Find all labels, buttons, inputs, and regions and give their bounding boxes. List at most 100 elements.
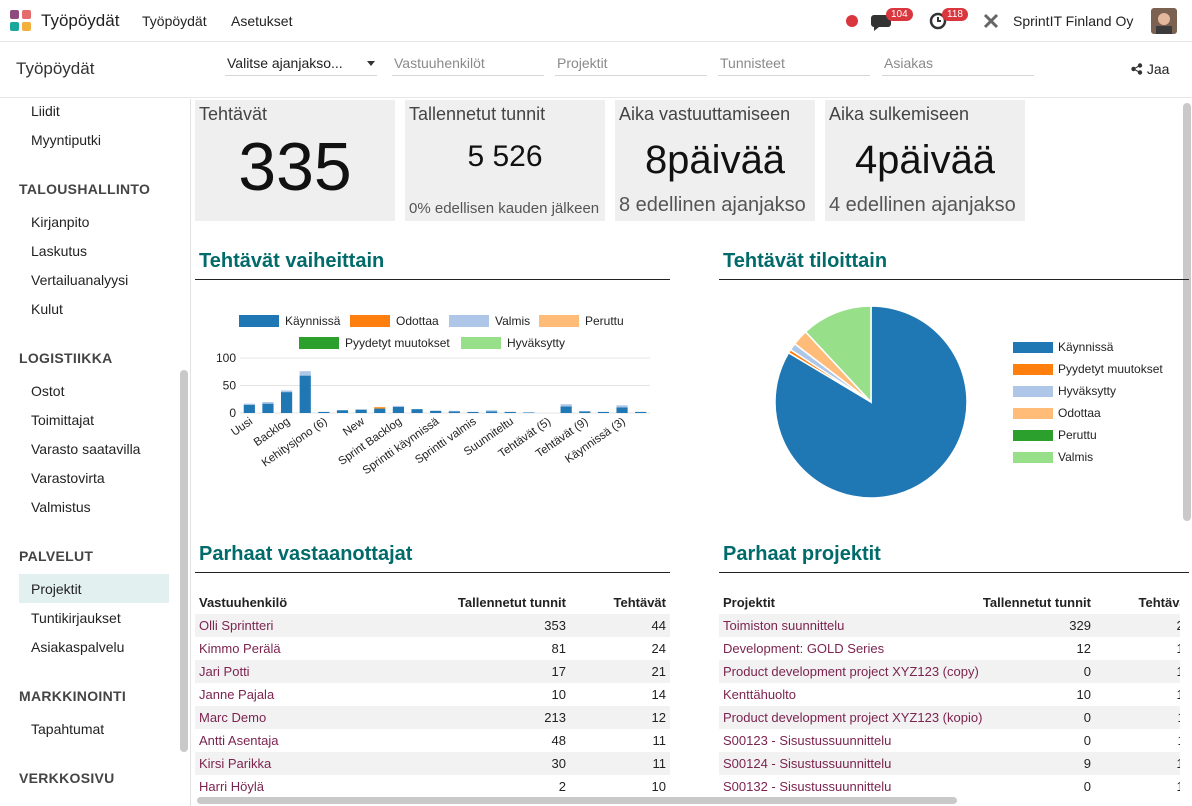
bar-segment[interactable] bbox=[281, 392, 293, 413]
bar-segment[interactable] bbox=[243, 404, 255, 413]
bar-segment[interactable] bbox=[355, 409, 367, 413]
legend-label[interactable]: Käynnissä bbox=[285, 314, 341, 328]
legend-swatch[interactable] bbox=[350, 315, 390, 327]
bar-segment[interactable] bbox=[355, 409, 367, 410]
cell-text[interactable]: Kirsi Parikka bbox=[199, 756, 272, 771]
cell-text[interactable]: Jari Potti bbox=[199, 664, 250, 679]
cell-text[interactable]: Kimmo Perälä bbox=[199, 641, 281, 656]
bar-segment[interactable] bbox=[448, 411, 460, 413]
sidebar-item[interactable]: Varasto saatavilla bbox=[31, 441, 141, 457]
share-label[interactable]: Jaa bbox=[1146, 61, 1170, 77]
kpi-card[interactable]: Aika sulkemiseen 4päivää 4 edellinen ajanj… bbox=[825, 100, 1025, 221]
bar-segment[interactable] bbox=[504, 411, 516, 413]
bar-segment[interactable] bbox=[281, 390, 293, 393]
legend-swatch[interactable] bbox=[1013, 342, 1053, 353]
legend-label[interactable]: Pyydetyt muutokset bbox=[1058, 362, 1163, 376]
legend-swatch[interactable] bbox=[1013, 408, 1053, 419]
bar-segment[interactable] bbox=[597, 411, 609, 413]
legend-label[interactable]: Odottaa bbox=[396, 314, 439, 328]
cell-text[interactable]: Kenttähuolto bbox=[723, 687, 797, 702]
company[interactable]: SprintIT Finland Oy bbox=[1013, 13, 1134, 29]
legend-label[interactable]: Valmis bbox=[495, 314, 530, 328]
cell-text[interactable]: Product development project XYZ123 (kopi… bbox=[723, 710, 983, 725]
bar-segment[interactable] bbox=[262, 402, 274, 404]
scrollbar[interactable] bbox=[197, 797, 957, 804]
app-name[interactable]: Työpöydät bbox=[41, 11, 120, 30]
filter[interactable]: Vastuuhenkilöt bbox=[392, 55, 544, 76]
cell-text[interactable]: S00132 - Sisustussuunnittelu bbox=[723, 779, 892, 794]
bar-segment[interactable] bbox=[299, 371, 311, 376]
status-dot[interactable] bbox=[846, 15, 858, 27]
sidebar-item[interactable]: Kulut bbox=[31, 301, 63, 317]
filter[interactable]: Projektit bbox=[555, 55, 707, 76]
filter[interactable]: Valitse ajanjakso... bbox=[225, 55, 377, 76]
kpi-card[interactable]: Aika vastuuttamiseen 8päivää 8 edellinen a… bbox=[615, 100, 815, 221]
cell-text[interactable]: Olli Sprintteri bbox=[199, 618, 274, 633]
share-button[interactable]: Jaa bbox=[1131, 61, 1169, 77]
legend-swatch[interactable] bbox=[1013, 364, 1053, 375]
cell-text[interactable]: S00123 - Sisustussuunnittelu bbox=[723, 733, 892, 748]
cell-text[interactable]: Development: GOLD Series bbox=[723, 641, 885, 656]
legend-label[interactable]: Peruttu bbox=[585, 314, 624, 328]
legend-swatch[interactable] bbox=[1013, 452, 1053, 463]
legend-label[interactable]: Hyväksytty bbox=[1058, 384, 1116, 398]
app-icon[interactable] bbox=[10, 10, 32, 32]
bar-segment[interactable] bbox=[448, 410, 460, 412]
filter[interactable]: Tunnisteet bbox=[718, 55, 870, 76]
activities-icon[interactable] bbox=[929, 12, 947, 30]
bar-segment[interactable] bbox=[560, 404, 572, 407]
bar-segment[interactable] bbox=[374, 406, 386, 408]
legend-label[interactable]: Odottaa bbox=[1058, 406, 1101, 420]
bar-segment[interactable] bbox=[635, 411, 647, 413]
bar-segment[interactable] bbox=[523, 412, 535, 413]
legend-label[interactable]: Käynnissä bbox=[1058, 340, 1114, 354]
bar-segment[interactable] bbox=[392, 406, 404, 413]
bar-segment[interactable] bbox=[374, 407, 386, 409]
bar-segment[interactable] bbox=[243, 403, 255, 405]
cell-text[interactable]: Marc Demo bbox=[199, 710, 267, 725]
legend-label[interactable]: Valmis bbox=[1058, 450, 1093, 464]
legend-swatch[interactable] bbox=[239, 315, 279, 327]
cell-text[interactable]: Antti Asentaja bbox=[199, 733, 279, 748]
filter[interactable]: Asiakas bbox=[882, 55, 1034, 76]
cell-text[interactable]: Harri Höylä bbox=[199, 779, 265, 794]
kpi-card[interactable]: Tallennetut tunnit 5 526 0% edellisen kaud… bbox=[405, 100, 605, 221]
sidebar-item[interactable]: Tapahtumat bbox=[31, 721, 105, 737]
kpi-card[interactable]: Tehtävät 335 bbox=[195, 100, 395, 221]
bar-segment[interactable] bbox=[486, 410, 498, 412]
bar-segment[interactable] bbox=[560, 406, 572, 413]
legend-label[interactable]: Peruttu bbox=[1058, 428, 1097, 442]
cell-text[interactable]: Janne Pajala bbox=[199, 687, 275, 702]
bar-segment[interactable] bbox=[262, 403, 274, 413]
bar-segment[interactable] bbox=[616, 405, 628, 408]
bar-segment[interactable] bbox=[299, 375, 311, 413]
bar-segment[interactable] bbox=[336, 410, 349, 413]
avatar[interactable] bbox=[1151, 8, 1177, 34]
sidebar-item[interactable]: Asiakaspalvelu bbox=[31, 639, 125, 655]
legend-swatch[interactable] bbox=[539, 315, 579, 327]
sidebar-item[interactable]: Varastovirta bbox=[31, 470, 105, 486]
legend-swatch[interactable] bbox=[299, 337, 339, 349]
menu-item[interactable]: Asetukset bbox=[231, 13, 293, 29]
bar-segment[interactable] bbox=[411, 409, 423, 413]
legend-label[interactable]: Hyväksytty bbox=[507, 336, 565, 350]
legend-swatch[interactable] bbox=[1013, 386, 1053, 397]
bar-segment[interactable] bbox=[467, 411, 479, 413]
scrollbar[interactable] bbox=[180, 370, 188, 752]
legend-swatch[interactable] bbox=[461, 337, 501, 349]
legend-swatch[interactable] bbox=[1013, 430, 1053, 441]
sidebar-item[interactable]: Laskutus bbox=[31, 243, 88, 259]
bar-segment[interactable] bbox=[486, 411, 498, 413]
legend-label[interactable]: Pyydetyt muutokset bbox=[345, 336, 450, 350]
sidebar-item[interactable]: Toimittajat bbox=[31, 412, 95, 428]
sidebar-item[interactable]: Liidit bbox=[31, 103, 60, 119]
sidebar-item[interactable]: Projektit bbox=[31, 581, 82, 597]
bar-segment[interactable] bbox=[374, 408, 386, 413]
sidebar-item[interactable]: Ostot bbox=[31, 383, 65, 399]
scrollbar[interactable] bbox=[1183, 103, 1191, 521]
bar-segment[interactable] bbox=[430, 410, 442, 413]
settings-icon[interactable] bbox=[983, 13, 999, 29]
sidebar-item[interactable]: Vertailuanalyysi bbox=[31, 272, 129, 288]
bar-segment[interactable] bbox=[318, 411, 330, 413]
cell-text[interactable]: Product development project XYZ123 (copy… bbox=[723, 664, 979, 679]
